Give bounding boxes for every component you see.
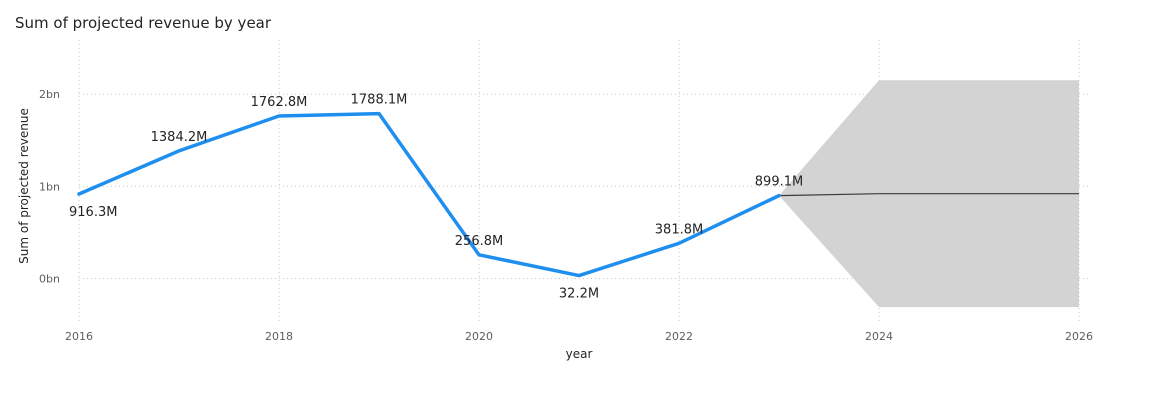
- data-point-2018[interactable]: [276, 113, 282, 119]
- y-axis-title: Sum of projected revenue: [17, 108, 31, 264]
- forecast-line: [778, 193, 1079, 197]
- data-label-2022: 381.8M: [655, 222, 703, 237]
- x-tick-2026: 2026: [1065, 330, 1093, 343]
- x-axis-ticks: 2016 2018 2020 2022 2024 2026: [65, 330, 1093, 343]
- data-point-2016[interactable]: [76, 191, 82, 197]
- y-tick-2bn: 2bn: [39, 88, 60, 101]
- data-labels: 916.3M 1384.2M 1762.8M 1788.1M 256.8M 32.2M 38…: [69, 93, 803, 302]
- data-label-2018: 1762.8M: [251, 95, 308, 110]
- series-line: [77, 111, 781, 278]
- data-point-2020[interactable]: [476, 252, 482, 258]
- y-tick-0bn: 0bn: [39, 273, 60, 286]
- data-point-2019[interactable]: [376, 111, 382, 117]
- data-point-2021[interactable]: [576, 273, 582, 279]
- x-tick-2024: 2024: [865, 330, 893, 343]
- data-point-2023[interactable]: [776, 193, 782, 199]
- x-axis-title: year: [566, 347, 593, 361]
- data-label-2020: 256.8M: [455, 234, 503, 249]
- data-label-2017: 1384.2M: [151, 130, 208, 145]
- x-tick-2020: 2020: [465, 330, 493, 343]
- y-tick-1bn: 1bn: [39, 180, 60, 193]
- x-tick-2018: 2018: [265, 330, 293, 343]
- x-tick-2022: 2022: [665, 330, 693, 343]
- chart-title: Sum of projected revenue by year: [15, 14, 272, 32]
- data-label-2023: 899.1M: [755, 175, 803, 190]
- data-label-2019: 1788.1M: [351, 93, 408, 108]
- data-point-2017[interactable]: [176, 148, 182, 154]
- forecast-line-layer: [778, 193, 1079, 197]
- series-line-layer: [76, 111, 782, 279]
- data-point-2022[interactable]: [676, 240, 682, 246]
- y-axis-ticks: 0bn 1bn 2bn: [39, 88, 60, 285]
- data-label-2021: 32.2M: [559, 287, 599, 302]
- data-label-2016: 916.3M: [69, 205, 117, 220]
- x-tick-2016: 2016: [65, 330, 93, 343]
